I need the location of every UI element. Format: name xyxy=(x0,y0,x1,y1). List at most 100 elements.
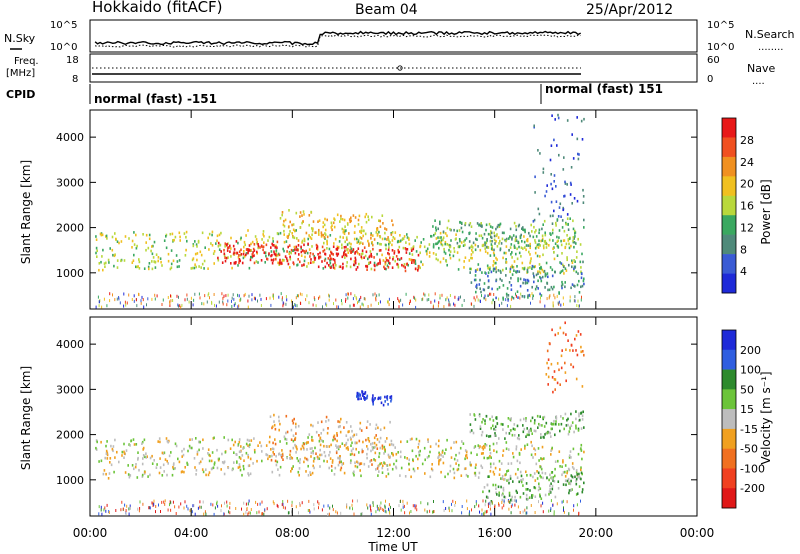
scatter-cell xyxy=(526,474,528,477)
scatter-cell xyxy=(510,276,512,280)
scatter-cell xyxy=(347,251,349,254)
clutter-cell xyxy=(180,502,182,506)
clutter-cell xyxy=(291,504,293,508)
scatter-cell xyxy=(230,255,232,258)
scatter-cell xyxy=(516,436,519,440)
clutter-cell xyxy=(345,293,347,297)
scatter-cell xyxy=(575,270,578,274)
scatter-cell xyxy=(510,288,513,291)
scatter-cell xyxy=(329,261,332,265)
clutter-cell xyxy=(174,505,176,509)
clutter-cell xyxy=(388,507,389,511)
scatter-cell xyxy=(547,430,550,434)
scatter-cell xyxy=(555,185,557,188)
scatter-cell xyxy=(373,436,376,440)
scatter-cell xyxy=(165,246,168,250)
scatter-cell xyxy=(379,249,382,252)
scatter-cell xyxy=(537,149,539,152)
scatter-cell xyxy=(379,242,381,246)
scatter-cell xyxy=(405,263,408,266)
scatter-cell xyxy=(289,257,292,261)
clutter-cell xyxy=(247,512,249,516)
scatter-cell xyxy=(285,431,287,435)
scatter-cell xyxy=(323,451,326,454)
scatter-cell xyxy=(384,448,386,451)
scatter-cell xyxy=(311,229,314,233)
scatter-cell xyxy=(388,240,390,243)
clutter-cell xyxy=(114,298,116,302)
scatter-cell xyxy=(247,472,249,475)
scatter-cell xyxy=(518,270,521,273)
scatter-cell xyxy=(575,349,577,352)
scatter-cell xyxy=(272,237,274,240)
clutter-cell xyxy=(432,510,434,514)
scatter-cell xyxy=(535,273,538,277)
scatter-cell xyxy=(535,229,537,232)
scatter-cell xyxy=(223,461,225,465)
scatter-cell xyxy=(165,235,167,238)
scatter-cell xyxy=(104,456,106,460)
scatter-cell xyxy=(575,470,578,474)
scatter-cell xyxy=(485,495,488,499)
scatter-cell xyxy=(295,245,298,249)
scatter-cell xyxy=(337,425,340,429)
scatter-cell xyxy=(175,254,178,257)
clutter-cell xyxy=(305,298,307,302)
clutter-cell xyxy=(156,294,158,298)
scatter-cell xyxy=(496,245,499,248)
scatter-cell xyxy=(575,256,578,259)
scatter-cell xyxy=(556,240,559,243)
scatter-cell xyxy=(446,243,448,246)
scatter-cell xyxy=(207,448,210,451)
scatter-cell xyxy=(469,222,472,225)
scatter-cell xyxy=(337,252,340,256)
scatter-cell xyxy=(388,246,390,249)
scatter-cell xyxy=(474,418,477,421)
scatter-cell xyxy=(565,483,567,487)
scatter-cell xyxy=(562,206,564,210)
scatter-cell xyxy=(522,247,524,250)
scatter-cell xyxy=(507,478,510,482)
clutter-cell xyxy=(477,298,479,302)
scatter-cell xyxy=(526,289,529,292)
scatter-cell xyxy=(498,473,501,476)
scatter-cell xyxy=(292,249,295,252)
clutter-cell xyxy=(486,510,487,514)
scatter-cell xyxy=(433,233,435,237)
scatter-cell xyxy=(559,383,561,386)
scatter-cell xyxy=(307,464,309,468)
scatter-cell xyxy=(312,424,314,428)
scatter-cell xyxy=(537,488,540,492)
scatter-cell xyxy=(309,252,312,255)
scatter-cell xyxy=(381,466,384,470)
scatter-cell xyxy=(582,188,584,192)
scatter-cell xyxy=(396,263,398,266)
clutter-cell xyxy=(420,501,422,505)
scatter-cell xyxy=(522,478,524,481)
scatter-cell xyxy=(326,235,329,239)
scatter-cell xyxy=(182,453,185,457)
scatter-cell xyxy=(300,254,303,257)
clutter-cell xyxy=(309,510,311,514)
scatter-cell xyxy=(476,222,479,225)
nave-legend: .... xyxy=(752,76,765,87)
clutter-cell xyxy=(169,304,171,307)
scatter-cell xyxy=(345,236,348,239)
nsearch-series xyxy=(95,34,581,48)
scatter-cell xyxy=(545,190,548,193)
clutter-cell xyxy=(336,305,338,309)
scatter-cell xyxy=(506,479,508,482)
clutter-cell xyxy=(353,512,355,516)
scatter-cell xyxy=(323,259,326,262)
scatter-cell xyxy=(321,260,323,263)
scatter-cell xyxy=(358,439,361,443)
scatter-cell xyxy=(536,254,539,258)
scatter-cell xyxy=(151,454,153,458)
scatter-cell xyxy=(566,258,568,262)
scatter-cell xyxy=(529,261,531,265)
clutter-cell xyxy=(328,512,330,516)
scatter-cell xyxy=(112,449,114,453)
scatter-cell xyxy=(174,467,176,470)
